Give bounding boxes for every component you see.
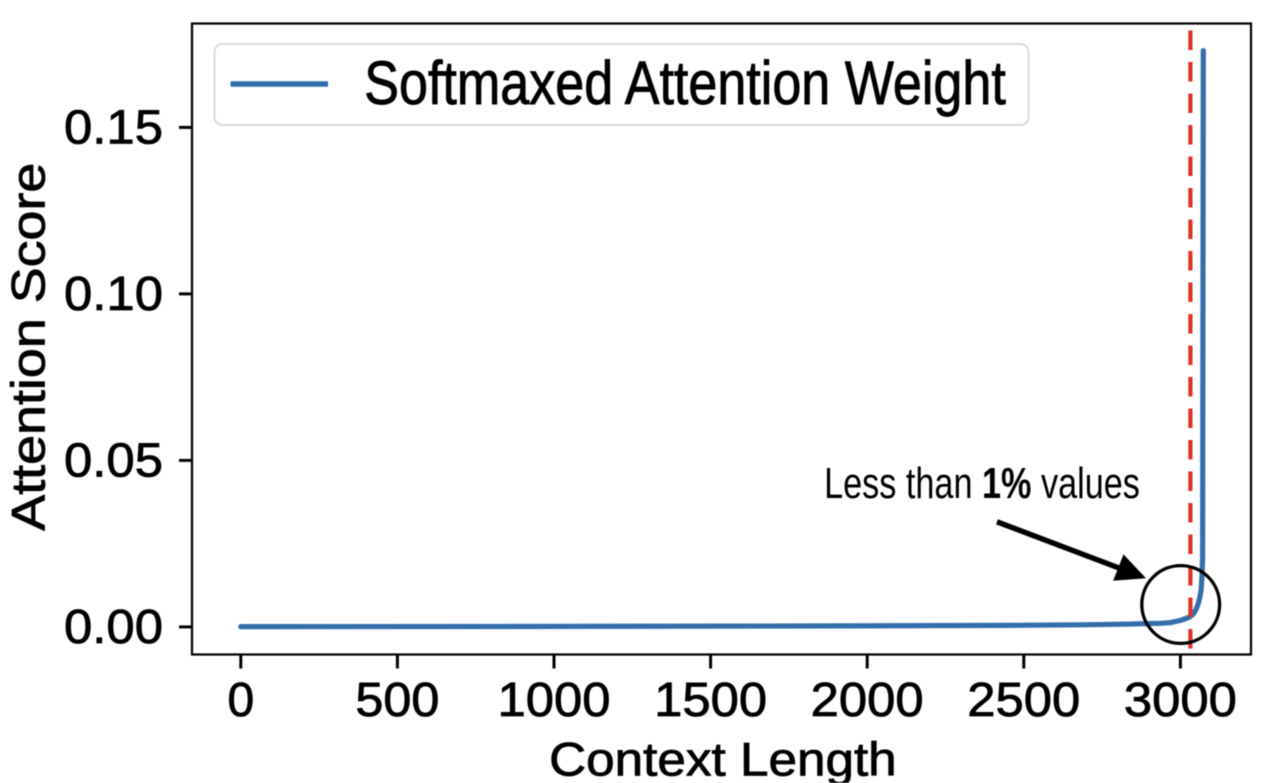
svg-text:Attention Score: Attention Score [2,163,55,531]
svg-text:500: 500 [355,674,439,727]
svg-text:3000: 3000 [1124,674,1237,727]
svg-text:Context Length: Context Length [549,733,897,783]
svg-text:0.05: 0.05 [64,434,163,487]
svg-text:Softmaxed Attention Weight: Softmaxed Attention Weight [364,49,1006,117]
svg-text:0.00: 0.00 [64,601,163,654]
svg-text:2500: 2500 [967,674,1080,727]
svg-text:2000: 2000 [811,674,924,727]
svg-text:0.10: 0.10 [64,268,163,321]
svg-text:1000: 1000 [498,674,611,727]
svg-text:0.15: 0.15 [64,101,163,154]
svg-text:Less than 1% values: Less than 1% values [824,460,1140,508]
svg-text:0: 0 [227,674,254,727]
svg-text:1500: 1500 [654,674,767,727]
